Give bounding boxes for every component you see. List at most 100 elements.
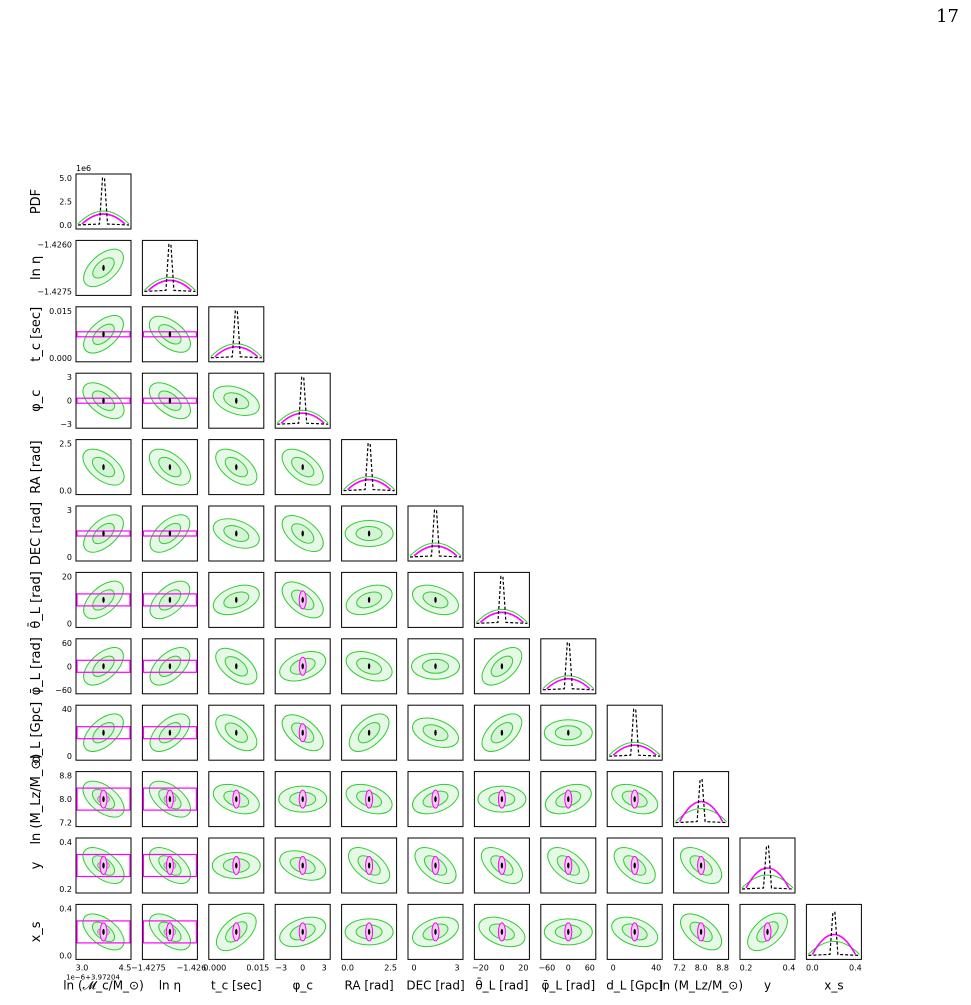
- magenta-marginal: [280, 412, 325, 424]
- col-label-6: θ̄_L [rad]: [475, 978, 528, 992]
- green-marginal: [808, 941, 860, 955]
- magenta-marginal: [413, 545, 458, 557]
- central-point: [500, 862, 504, 869]
- central-point: [301, 596, 304, 603]
- panel-frame: [75, 173, 132, 230]
- central-point: [235, 596, 238, 603]
- magenta-marginal: [811, 933, 857, 955]
- green-marginal: [608, 741, 661, 756]
- y-tick-label: 2.5: [59, 440, 72, 449]
- green-marginal: [343, 476, 395, 490]
- magenta-band: [76, 726, 131, 740]
- col-label-10: y: [764, 978, 771, 992]
- magenta-band: [76, 853, 131, 878]
- central-point: [102, 397, 105, 404]
- y-tick-label: 0: [67, 752, 72, 761]
- dashed-marginal: [476, 575, 528, 624]
- central-point: [434, 928, 437, 935]
- green-marginal: [210, 343, 263, 358]
- x-tick-label: 0.015: [246, 963, 269, 972]
- dashed-marginal: [343, 443, 395, 492]
- col-label-3: φ_c: [292, 978, 313, 992]
- magenta-band: [142, 659, 197, 673]
- central-point: [235, 663, 238, 670]
- x-tick-label: 0: [411, 963, 416, 972]
- row-label-6: θ̄_L [rad]: [29, 571, 44, 629]
- magenta-marginal: [347, 478, 392, 491]
- x-tick-label: 3.0: [76, 963, 89, 972]
- central-point: [235, 928, 238, 935]
- x-tick-label: −60: [538, 963, 555, 972]
- central-point: [102, 928, 105, 935]
- central-point: [500, 663, 504, 670]
- central-point: [434, 729, 437, 736]
- green-marginal: [276, 409, 329, 424]
- panel-frame: [141, 239, 198, 296]
- row-label-11: x_s: [29, 921, 44, 942]
- magenta-band: [142, 726, 197, 740]
- col-label-5: DEC [rad]: [406, 978, 464, 992]
- x-tick-label: 0.0: [806, 963, 819, 972]
- central-point: [434, 796, 437, 803]
- col-label-8: d_L [Gpc]: [606, 978, 663, 992]
- row-label-0: PDF: [29, 189, 44, 214]
- x-tick-label: 2.5: [384, 963, 397, 972]
- central-point: [367, 729, 371, 736]
- y-tick-label: −1.4260: [37, 240, 72, 249]
- central-point: [301, 530, 304, 537]
- central-point: [235, 397, 238, 404]
- panel-frame: [75, 704, 132, 761]
- panel-frame: [473, 571, 530, 628]
- x-tick-label: 60: [585, 963, 595, 972]
- x-tick-label: 0: [499, 963, 504, 972]
- y-tick-label: 0.0: [59, 221, 72, 230]
- x-tick-label: 0.0: [341, 963, 354, 972]
- col-label-2: t_c [sec]: [211, 978, 262, 992]
- y-tick-label: 40: [62, 705, 72, 714]
- central-point: [367, 862, 371, 869]
- central-point: [235, 530, 238, 537]
- central-point: [102, 663, 105, 670]
- pdf-offset: 1e6: [76, 164, 91, 173]
- central-point: [367, 663, 371, 670]
- y-tick-label: 0.4: [59, 838, 72, 847]
- x-tick-label: 0: [611, 963, 616, 972]
- central-point: [102, 796, 105, 803]
- green-marginal: [741, 874, 794, 889]
- x-tick-label: 0.4: [849, 963, 862, 972]
- magenta-marginal: [147, 279, 192, 291]
- central-point: [235, 796, 238, 803]
- central-point: [102, 729, 105, 736]
- y-tick-label: 0: [67, 553, 72, 562]
- row-label-4: RA [rad]: [29, 440, 44, 493]
- green-marginal: [144, 277, 196, 291]
- magenta-marginal: [81, 213, 126, 225]
- magenta-band: [142, 593, 197, 607]
- panel-frame: [274, 372, 331, 429]
- green-marginal: [409, 542, 462, 557]
- row-label-8: d_L [Gpc]: [29, 702, 44, 764]
- x-tick-label: 0.000: [203, 963, 226, 972]
- dashed-marginal: [277, 376, 329, 425]
- central-point: [699, 928, 703, 935]
- central-point: [567, 729, 570, 736]
- magenta-band: [142, 920, 197, 944]
- y-tick-label: 3: [67, 506, 72, 515]
- x-tick-label: 0: [566, 963, 571, 972]
- y-tick-label: 3: [67, 373, 72, 382]
- x-tick-label: 3: [322, 963, 327, 972]
- central-point: [102, 264, 105, 271]
- central-point: [102, 464, 105, 471]
- central-point: [102, 530, 105, 537]
- central-point: [367, 530, 371, 537]
- col-label-0: ln (𝓜_c/M_⊙): [63, 978, 144, 992]
- green-marginal: [675, 808, 727, 822]
- y-tick-label: 8.8: [59, 772, 72, 781]
- central-point: [168, 331, 172, 338]
- x-tick-label: 40: [651, 963, 661, 972]
- col-label-7: φ̄_L [rad]: [541, 978, 595, 992]
- panel-frame: [606, 704, 663, 761]
- magenta-marginal: [479, 611, 524, 623]
- green-marginal: [77, 210, 130, 225]
